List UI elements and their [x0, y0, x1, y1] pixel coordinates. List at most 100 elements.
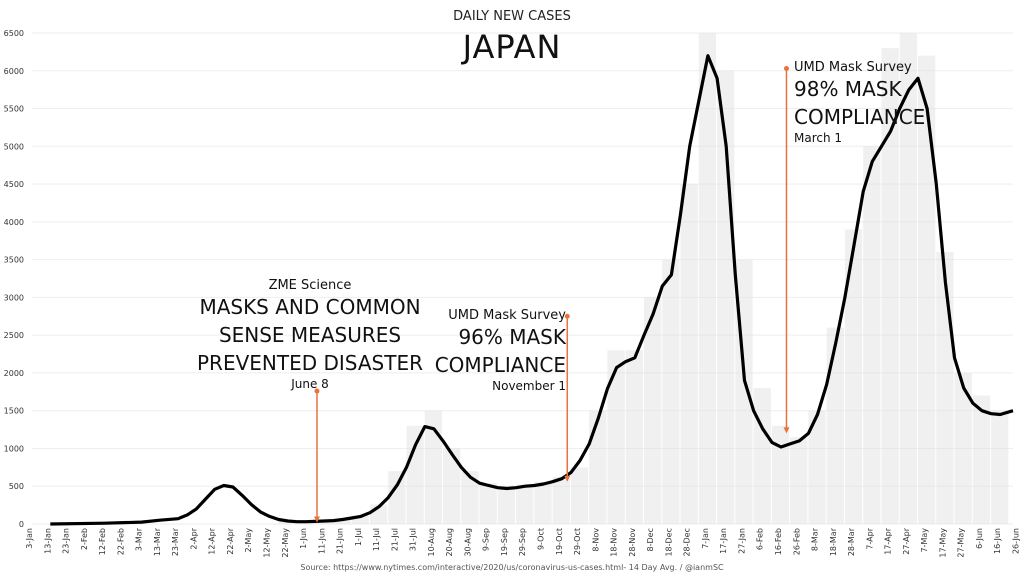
annotation-umd-nov: UMD Mask Survey 96% MASK COMPLIANCE Nove… — [400, 308, 566, 393]
x-tick-label: 28-Nov — [628, 528, 637, 557]
x-tick-label: 6-Jun — [975, 528, 984, 549]
x-tick-label: 22-Feb — [116, 528, 125, 555]
annotation-markers — [313, 66, 790, 523]
annotation-line: 96% MASK — [458, 325, 566, 349]
daily-case-bar — [662, 259, 680, 524]
daily-case-bar — [771, 425, 790, 524]
daily-case-bar — [936, 252, 954, 525]
daily-case-bar — [625, 350, 643, 524]
x-tick-label: 19-Oct — [555, 528, 564, 555]
daily-case-bar — [991, 410, 1009, 524]
y-tick-label: 6000 — [4, 67, 24, 76]
x-tick-label: 7-Apr — [865, 527, 874, 549]
daily-case-bar — [954, 372, 972, 524]
daily-case-bar — [406, 425, 424, 524]
x-tick-label: 22-Apr — [226, 527, 235, 554]
annotation-arrowhead — [313, 516, 320, 523]
x-tick-label: 21-Jul — [390, 528, 399, 551]
daily-case-bar — [534, 481, 552, 524]
x-tick-label: 20-Aug — [445, 528, 454, 557]
avg-case-line — [50, 54, 1014, 526]
daily-case-bar — [461, 471, 479, 524]
x-tick-label: 27-Apr — [902, 527, 911, 554]
y-tick-label: 1500 — [4, 407, 24, 416]
x-tick-label: 6-Feb — [756, 528, 765, 550]
x-tick-label: 17-Jan — [719, 528, 728, 554]
x-tick-label: 16-Feb — [774, 528, 783, 555]
annotation-source: UMD Mask Survey — [448, 308, 566, 323]
x-tick-label: 21-Jun — [336, 528, 345, 554]
annotation-line: COMPLIANCE — [794, 105, 926, 129]
x-tick-label: 11-Jun — [317, 528, 326, 554]
x-tick-label: 2-Feb — [80, 528, 89, 550]
y-tick-label: 4500 — [4, 180, 24, 189]
y-tick-label: 4000 — [4, 218, 24, 227]
daily-case-bar — [753, 388, 771, 524]
daily-case-bar — [516, 484, 534, 524]
daily-case-bar — [826, 327, 844, 524]
x-tick-label: 11-Jul — [372, 528, 381, 551]
daily-case-bar — [844, 229, 863, 524]
grid-lines — [32, 32, 1013, 525]
annotation-umd-mar: UMD Mask Survey 98% MASK COMPLIANCE Marc… — [794, 60, 954, 145]
daily-case-bar — [552, 477, 570, 524]
x-tick-label: 19-Sep — [500, 528, 509, 556]
x-tick-label: 7-May — [920, 528, 929, 553]
daily-case-bar — [589, 410, 607, 524]
y-tick-label: 6500 — [4, 29, 24, 38]
x-tick-label: 3-Jan — [25, 528, 34, 549]
daily-case-bar — [881, 48, 899, 524]
daily-case-bar — [808, 410, 826, 524]
annotation-date: March 1 — [794, 131, 843, 145]
x-tick-label: 12-May — [262, 528, 271, 558]
annotation-date: November 1 — [492, 379, 566, 393]
x-tick-label: 28-Dec — [683, 528, 692, 557]
daily-case-bar — [643, 297, 662, 524]
daily-case-bar — [972, 395, 991, 524]
annotation-source: ZME Science — [268, 278, 352, 293]
x-tick-label: 31-Jul — [409, 528, 418, 551]
x-tick-label: 9-Sep — [482, 528, 491, 551]
y-tick-label: 0 — [19, 520, 24, 529]
y-tick-label: 1000 — [4, 444, 24, 453]
x-tick-label: 17-Apr — [884, 527, 893, 554]
daily-case-bar — [790, 437, 808, 524]
y-tick-label: 500 — [9, 482, 24, 491]
annotation-line: PREVENTED DISASTER — [197, 351, 423, 375]
x-tick-label: 29-Oct — [573, 528, 582, 555]
x-tick-label: 18-Mar — [829, 527, 838, 556]
x-tick-label: 26-Feb — [792, 528, 801, 555]
x-tick-label: 1-Jul — [354, 528, 363, 546]
x-tick-label: 10-Aug — [427, 528, 436, 557]
x-tick-label: 7-Jan — [701, 528, 710, 549]
x-tick-label: 12-Feb — [98, 528, 107, 555]
annotation-line: MASKS AND COMMON — [199, 295, 421, 319]
x-tick-label: 9-Oct — [537, 528, 546, 550]
annotation-zme: ZME Science MASKS AND COMMON SENSE MEASU… — [190, 278, 430, 391]
source-note: Source: https://www.nytimes.com/interact… — [300, 563, 724, 572]
daily-case-bar — [698, 33, 717, 524]
daily-case-bar — [479, 483, 497, 524]
annotation-arrowhead — [564, 475, 571, 482]
x-tick-label: 2-May — [244, 528, 253, 553]
daily-case-bar — [607, 350, 625, 524]
x-tick-label: 26-Jun — [1011, 528, 1020, 554]
annotation-dot — [783, 66, 789, 72]
y-tick-label: 5500 — [4, 105, 24, 114]
annotation-source: UMD Mask Survey — [794, 60, 912, 75]
daily-case-bar — [570, 467, 589, 524]
y-axis-ticks: 0 500 1000 1500 2000 2500 3000 3500 4000 4500 5000… — [4, 29, 24, 529]
daily-case-bar — [863, 146, 881, 525]
x-tick-label: 27-May — [957, 528, 966, 558]
daily-case-bar — [918, 55, 936, 525]
x-tick-label: 13-Mar — [153, 527, 162, 556]
daily-case-bar — [497, 486, 516, 524]
chart-subtitle: DAILY NEW CASES — [453, 9, 571, 24]
chart-title: JAPAN — [462, 28, 562, 66]
y-tick-label: 2500 — [4, 331, 24, 340]
x-tick-label: 13-Jan — [43, 528, 52, 554]
x-tick-label: 27-Jan — [737, 528, 746, 554]
y-tick-label: 5000 — [4, 142, 24, 151]
daily-case-bars — [278, 33, 1009, 525]
x-tick-label: 22-May — [281, 528, 290, 558]
